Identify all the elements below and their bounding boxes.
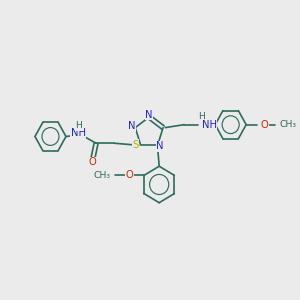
Text: CH₃: CH₃ (93, 171, 110, 180)
Text: N: N (128, 121, 136, 131)
Text: S: S (132, 140, 139, 150)
Text: H: H (199, 112, 206, 121)
Text: N: N (146, 110, 153, 120)
Text: O: O (126, 170, 133, 180)
Text: H: H (75, 122, 82, 130)
Text: NH: NH (202, 120, 217, 130)
Text: O: O (89, 158, 97, 167)
Text: N: N (156, 141, 164, 151)
Text: NH: NH (70, 128, 86, 138)
Text: CH₃: CH₃ (279, 120, 296, 129)
Text: O: O (261, 120, 268, 130)
